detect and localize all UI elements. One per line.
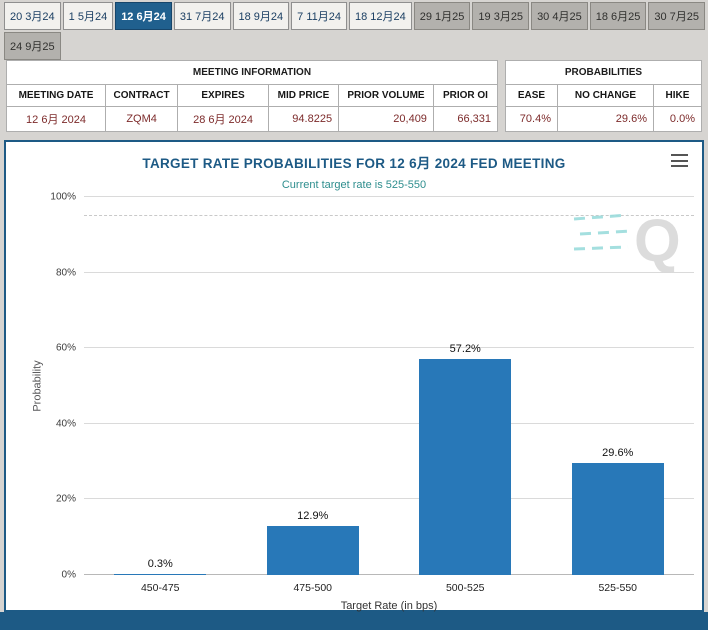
meeting-date-value: 12 6月 2024: [6, 106, 106, 132]
probabilities-title: PROBABILITIES: [504, 60, 703, 85]
meeting-tab[interactable]: 20 3月24: [4, 2, 61, 30]
bar-value-label: 29.6%: [602, 447, 634, 460]
y-axis-tick-label: 40%: [55, 418, 76, 430]
meeting-tab[interactable]: 24 9月25: [4, 32, 61, 60]
plot-area: 0% 20% 40% 60% 80% 100% Probability Q: [32, 192, 695, 612]
column-header: EASE: [504, 84, 558, 107]
bar[interactable]: [114, 573, 207, 575]
contract-value: ZQM4: [104, 106, 179, 132]
bar-slot: 0.3%: [84, 197, 237, 575]
bar[interactable]: [571, 463, 664, 575]
gridline: [84, 196, 694, 197]
meeting-information-title: MEETING INFORMATION: [6, 60, 498, 85]
meeting-tab-bar: 20 3月24 1 5月24 12 6月24 31 7月24 18 9月24 7…: [4, 2, 706, 62]
prior-oi-value: 66,331: [432, 106, 499, 132]
gridline: [84, 498, 694, 500]
gridline: [84, 347, 694, 349]
x-axis-title: Target Rate (in bps): [340, 600, 438, 612]
meeting-tab[interactable]: 1 5月24: [62, 2, 114, 30]
x-axis-tick-label: 525-550: [598, 582, 638, 594]
hike-value: 0.0%: [652, 106, 703, 132]
y-axis-tick-label: 60%: [55, 342, 76, 354]
column-header: CONTRACT: [104, 84, 179, 107]
y-axis-tick-label: 20%: [55, 493, 76, 505]
y-axis-tick-label: 80%: [55, 267, 76, 279]
x-axis-tick-label: 450-475: [140, 582, 180, 594]
meeting-tab[interactable]: 30 7月25: [648, 2, 706, 30]
meeting-tab[interactable]: 18 12月24: [348, 2, 412, 30]
bar-slot: 12.9%: [237, 197, 390, 575]
x-axis-tick-label: 475-500: [293, 582, 333, 594]
y-axis-tick-label: 0%: [61, 569, 76, 581]
bar[interactable]: [419, 358, 512, 575]
x-axis-line: [84, 574, 694, 575]
meeting-tab[interactable]: 18 9月24: [232, 2, 290, 30]
chart-subtitle: Current target rate is 525-550: [281, 179, 427, 191]
table-row: 70.4% 29.6% 0.0%: [504, 106, 703, 132]
column-header: PRIOR OI: [432, 84, 499, 107]
tab-row-1: 20 3月24 1 5月24 12 6月24 31 7月24 18 9月24 7…: [4, 2, 706, 30]
meeting-tab-selected[interactable]: 12 6月24: [115, 2, 172, 30]
prior-volume-value: 20,409: [338, 106, 434, 132]
column-header: EXPIRES: [177, 84, 269, 107]
mid-price-value: 94.8225: [267, 106, 340, 132]
bar-slot: 29.6%: [542, 197, 695, 575]
bar-slot: 57.2%: [389, 197, 542, 575]
bar[interactable]: [266, 526, 359, 575]
gridline: [84, 422, 694, 424]
x-axis-tick-label: 500-525: [445, 582, 485, 594]
bar-value-label: 57.2%: [449, 342, 481, 355]
no-change-value: 29.6%: [556, 106, 654, 132]
column-header: HIKE: [652, 84, 703, 107]
column-header: MEETING DATE: [6, 84, 106, 107]
chart-context-menu-icon[interactable]: [671, 154, 688, 167]
meeting-tab[interactable]: 31 7月24: [173, 2, 231, 30]
meeting-tab[interactable]: 7 11月24: [291, 2, 347, 30]
footer-bar: [0, 612, 708, 630]
column-header: PRIOR VOLUME: [338, 84, 434, 107]
y-axis-title: Probability: [31, 360, 44, 412]
summary-tables: MEETING INFORMATION MEETING DATE CONTRAC…: [6, 60, 703, 132]
column-header: MID PRICE: [267, 84, 340, 107]
chart-title: TARGET RATE PROBABILITIES FOR 12 6月 2024…: [142, 156, 566, 171]
y-axis-tick-label: 100%: [50, 191, 76, 203]
meeting-tab[interactable]: 19 3月25: [472, 2, 530, 30]
probabilities-table: PROBABILITIES EASE NO CHANGE HIKE 70.4% …: [504, 60, 703, 132]
expires-value: 28 6月 2024: [177, 106, 269, 132]
bar-value-label: 0.3%: [147, 557, 173, 570]
target-rate-chart-panel: TARGET RATE PROBABILITIES FOR 12 6月 2024…: [4, 140, 704, 612]
column-header: NO CHANGE: [556, 84, 654, 107]
meeting-tab[interactable]: 18 6月25: [589, 2, 647, 30]
tab-row-2: 24 9月25: [4, 32, 706, 60]
bar-value-label: 12.9%: [297, 510, 329, 523]
dashed-plotline: [84, 214, 694, 216]
gridline: [84, 271, 694, 273]
ease-value: 70.4%: [504, 106, 558, 132]
meeting-tab[interactable]: 29 1月25: [413, 2, 471, 30]
meeting-information-table: MEETING INFORMATION MEETING DATE CONTRAC…: [6, 60, 499, 132]
table-row: 12 6月 2024 ZQM4 28 6月 2024 94.8225 20,40…: [6, 106, 499, 132]
meeting-tab[interactable]: 30 4月25: [531, 2, 588, 30]
